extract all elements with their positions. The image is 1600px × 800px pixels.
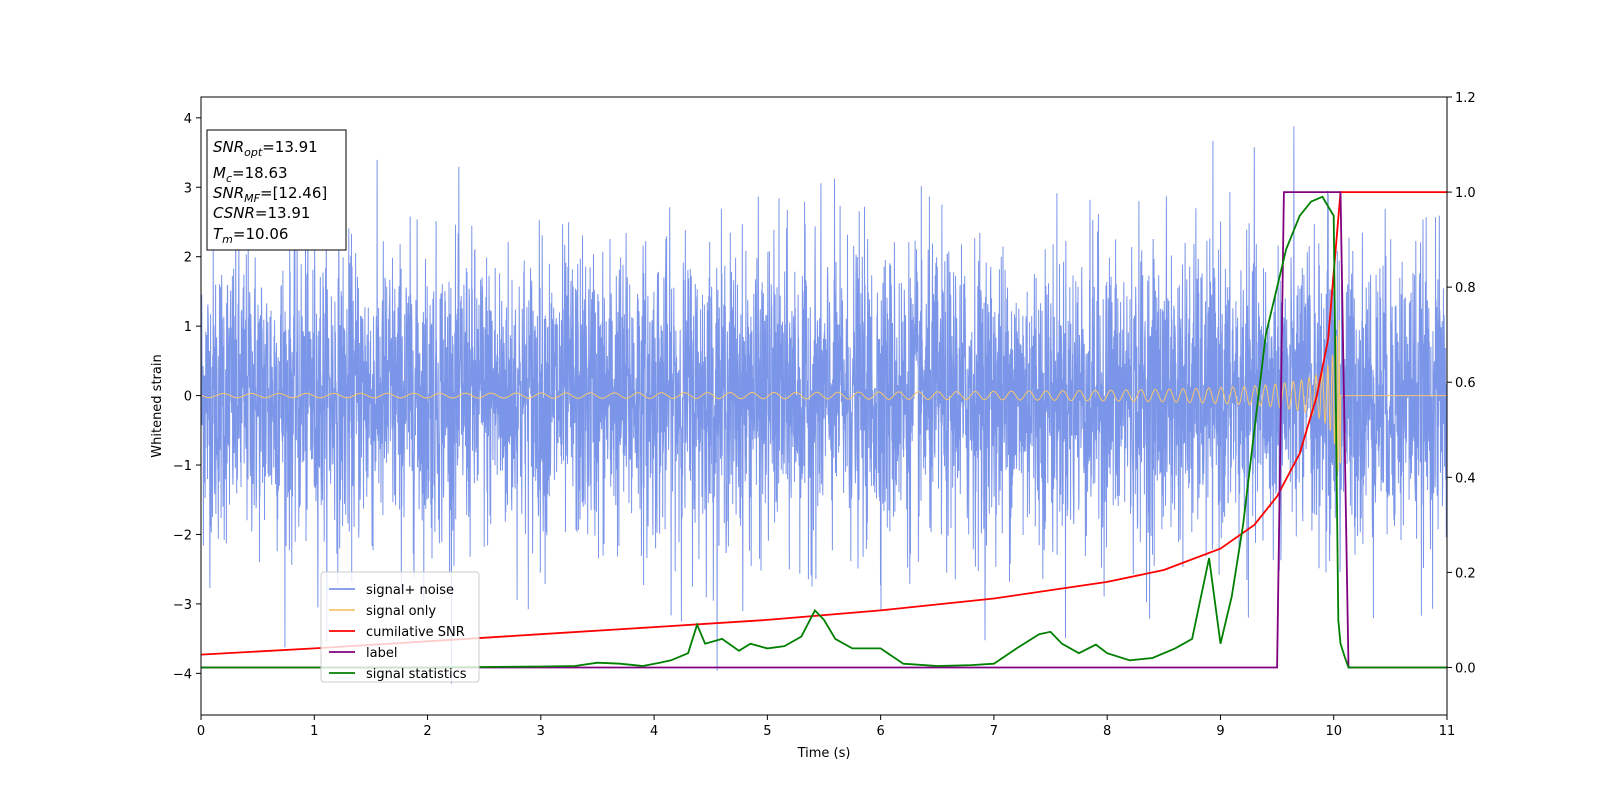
signal-only-line	[201, 320, 1447, 471]
y-right-tick-label: 0.2	[1455, 566, 1476, 581]
x-tick-label: 7	[990, 724, 998, 739]
plot-frame	[200, 96, 1448, 716]
signal-only-series	[201, 320, 1447, 471]
y-left-tick-label: −4	[173, 667, 192, 682]
legend-label: label	[366, 646, 397, 661]
legend-label: signal statistics	[366, 667, 467, 682]
x-tick-label: 10	[1325, 724, 1342, 739]
legend-label: cumilative SNR	[366, 625, 465, 640]
signal-statistics-line	[201, 195, 1447, 669]
x-tick-label: 1	[310, 724, 318, 739]
y-axis-left-label: Whitened strain	[150, 354, 165, 457]
x-tick-label: 3	[537, 724, 545, 739]
info-mc: Mc=18.63	[213, 164, 288, 185]
x-tick-label: 11	[1439, 724, 1456, 739]
x-tick-label: 0	[197, 724, 205, 739]
legend-label: signal only	[366, 604, 436, 619]
y-left-tick-label: 3	[184, 181, 192, 196]
signal-noise-line	[201, 126, 1447, 684]
right-axis-series	[201, 191, 1447, 669]
y-right-tick-label: 0.6	[1455, 376, 1476, 391]
x-tick-label: 9	[1216, 724, 1224, 739]
legend: signal+ noise signal only cumilative SNR la…	[320, 571, 480, 683]
x-axis-label: Time (s)	[797, 746, 851, 761]
y-axis-left-ticks: 4 3 2 1 0 −1 −2 −3 −4	[173, 112, 201, 682]
y-left-tick-label: 1	[184, 320, 192, 335]
x-tick-label: 5	[763, 724, 771, 739]
x-axis-ticks: 0 1 2 3 4 5 6 7 8 9 10 11	[197, 715, 1455, 739]
x-tick-label: 8	[1103, 724, 1111, 739]
info-box: SNRopt=13.91 Mc=18.63 SNRMF=[12.46] CSNR…	[206, 129, 347, 251]
y-right-tick-label: 0.0	[1455, 661, 1476, 676]
y-left-tick-label: 4	[184, 112, 192, 127]
y-left-tick-label: −2	[173, 528, 192, 543]
y-left-tick-label: −1	[173, 459, 192, 474]
x-tick-label: 4	[650, 724, 658, 739]
x-tick-label: 2	[423, 724, 431, 739]
cumilative-snr-line	[201, 191, 1447, 656]
x-tick-label: 6	[876, 724, 884, 739]
y-left-tick-label: 2	[184, 251, 192, 266]
y-right-tick-label: 1.2	[1455, 91, 1476, 106]
y-left-tick-label: 0	[184, 390, 192, 405]
info-snr-opt: SNRopt=13.91	[213, 138, 318, 159]
y-left-tick-label: −3	[173, 598, 192, 613]
y-right-tick-label: 0.4	[1455, 471, 1476, 486]
info-snr-mf: SNRMF=[12.46]	[213, 184, 327, 205]
legend-label: signal+ noise	[366, 583, 454, 598]
info-tm: Tm=10.06	[213, 225, 288, 246]
y-axis-right-ticks: 1.2 1.0 0.8 0.6 0.4 0.2 0.0	[1447, 91, 1476, 676]
y-right-tick-label: 0.8	[1455, 281, 1476, 296]
info-csnr: CSNR=13.91	[213, 204, 310, 222]
signal-noise-series	[201, 126, 1447, 684]
y-right-tick-label: 1.0	[1455, 186, 1476, 201]
